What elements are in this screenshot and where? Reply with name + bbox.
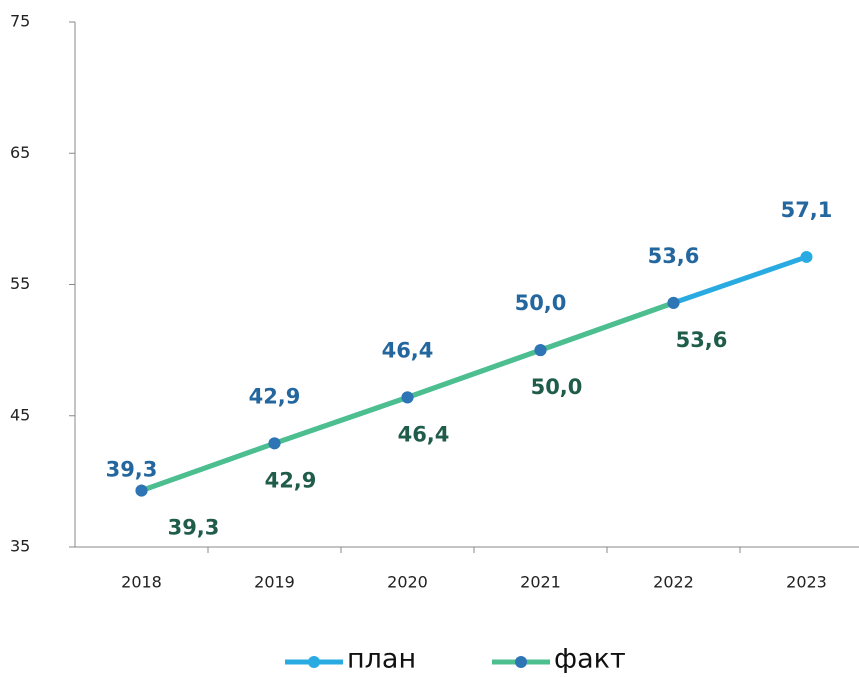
point (401, 391, 414, 404)
point (268, 437, 281, 450)
legend-marker (515, 656, 527, 668)
y-tick-label: 65 (10, 143, 30, 162)
y-tick-label: 55 (10, 274, 30, 293)
point (800, 250, 813, 263)
x-tick-label: 2020 (387, 573, 428, 592)
legend-marker (308, 656, 320, 668)
y-tick-label: 45 (10, 405, 30, 424)
x-tick-label: 2018 (121, 573, 162, 592)
data-label: 57,1 (781, 198, 833, 222)
x-tick-label: 2021 (520, 573, 561, 592)
legend-label: факт (554, 644, 626, 675)
data-label: 53,6 (676, 328, 728, 352)
data-label: 39,3 (168, 516, 220, 540)
data-label: 50,0 (515, 291, 567, 315)
x-tick-label: 2022 (653, 573, 694, 592)
y-tick-label: 75 (10, 12, 30, 31)
data-label: 39,3 (106, 458, 158, 482)
point (534, 344, 547, 357)
data-label: 46,4 (398, 422, 450, 446)
x-tick-label: 2019 (254, 573, 295, 592)
data-label: 46,4 (382, 338, 434, 362)
y-tick-label: 35 (10, 537, 30, 556)
x-tick-label: 2023 (786, 573, 827, 592)
legend-label: план (347, 644, 416, 675)
data-label: 42,9 (265, 468, 317, 492)
data-label: 53,6 (648, 244, 700, 268)
data-label: 42,9 (249, 384, 301, 408)
data-label: 50,0 (531, 375, 583, 399)
point (135, 484, 148, 497)
point (667, 296, 680, 309)
